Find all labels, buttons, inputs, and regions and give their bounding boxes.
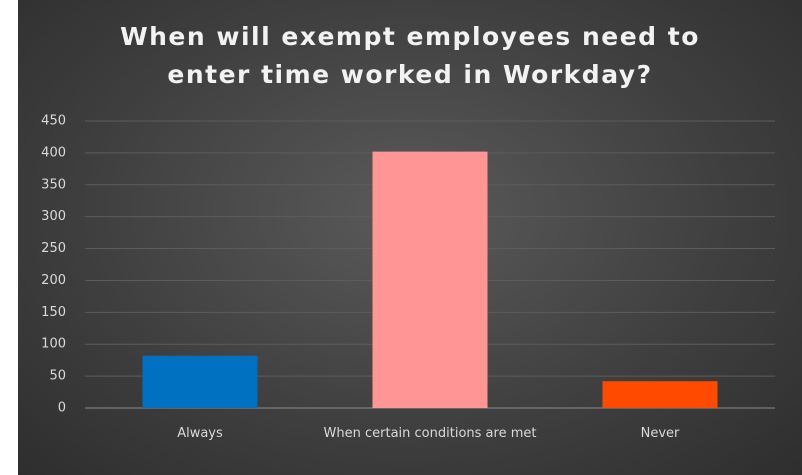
y-tick-label: 250 bbox=[41, 241, 66, 256]
chart-title: When will exempt employees need to enter… bbox=[120, 22, 700, 89]
y-tick-label: 300 bbox=[41, 209, 66, 224]
bar bbox=[372, 151, 488, 408]
y-tick-label: 400 bbox=[41, 145, 66, 160]
chart-area: 0 50 100 150 200 250 300 350 400 450 When will ex… bbox=[18, 0, 802, 475]
bar bbox=[142, 355, 258, 408]
y-tick-label: 50 bbox=[49, 369, 66, 384]
y-tick-label: 100 bbox=[41, 337, 66, 352]
bar bbox=[602, 381, 718, 408]
y-tick-label: 0 bbox=[58, 401, 66, 416]
y-tick-label: 350 bbox=[41, 177, 66, 192]
y-tick-label: 450 bbox=[41, 114, 66, 129]
y-tick-label: 200 bbox=[41, 273, 66, 288]
x-tick-label: Never bbox=[640, 426, 680, 441]
x-tick-label: When certain conditions are met bbox=[323, 426, 537, 441]
x-tick-label: Always bbox=[177, 426, 223, 441]
chart: 0 50 100 150 200 250 300 350 400 450 bbox=[41, 114, 775, 416]
y-tick-label: 150 bbox=[41, 305, 66, 320]
